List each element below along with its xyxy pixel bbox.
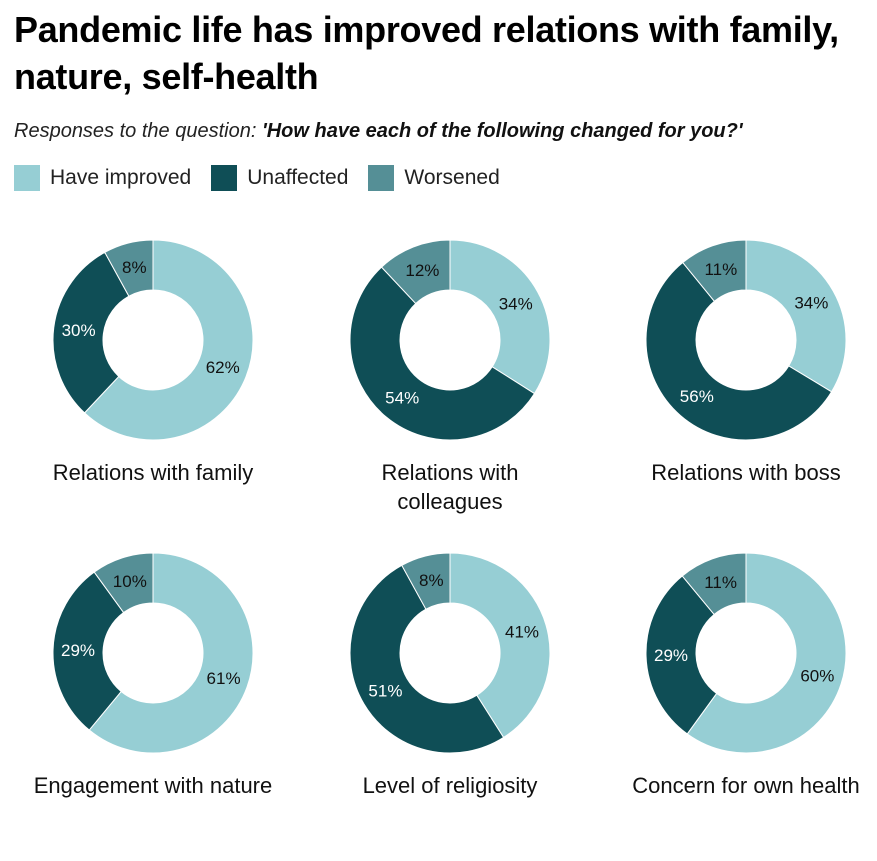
slice-improved bbox=[686, 552, 847, 754]
legend-item-unaffected: Unaffected bbox=[211, 165, 348, 191]
legend-label-improved: Have improved bbox=[50, 166, 192, 189]
donut-1: 34% 54% 12% Relations with colleagues bbox=[349, 239, 551, 514]
donut-caption: Relations with bbox=[382, 460, 519, 485]
data-label-worsened: 8% bbox=[122, 258, 147, 277]
slice-unaffected bbox=[52, 571, 125, 731]
legend-label-unaffected: Unaffected bbox=[247, 166, 349, 189]
slice-unaffected bbox=[349, 564, 505, 754]
donut-3: 61% 29% 10% Engagement with nature bbox=[34, 552, 273, 798]
legend-label-worsened: Worsened bbox=[404, 166, 500, 189]
donut-caption: Engagement with nature bbox=[34, 773, 273, 798]
slice-worsened bbox=[681, 552, 747, 616]
data-label-unaffected: 54% bbox=[385, 388, 419, 407]
slice-improved bbox=[449, 239, 551, 395]
data-label-improved: 34% bbox=[499, 294, 533, 313]
donut-2: 34% 56% 11% Relations with boss bbox=[645, 239, 847, 485]
legend-swatch-unaffected bbox=[211, 165, 238, 191]
donut-caption: colleagues bbox=[397, 489, 502, 514]
legend-swatch-improved bbox=[14, 165, 40, 191]
data-label-worsened: 11% bbox=[704, 260, 737, 279]
subtitle-question: 'How have each of the following changed … bbox=[261, 120, 743, 142]
slice-improved bbox=[88, 552, 254, 754]
data-label-worsened: 8% bbox=[419, 571, 444, 590]
chart-subtitle: Responses to the question: 'How have eac… bbox=[14, 118, 874, 144]
data-label-improved: 34% bbox=[794, 294, 828, 313]
data-label-unaffected: 30% bbox=[62, 321, 96, 340]
legend: Have improved Unaffected Worsened bbox=[14, 164, 520, 192]
slice-improved bbox=[83, 239, 254, 441]
data-label-worsened: 11% bbox=[704, 573, 737, 592]
data-label-worsened: 12% bbox=[405, 261, 439, 280]
donut-caption: Relations with boss bbox=[651, 460, 841, 485]
donut-4: 41% 51% 8% Level of religiosity bbox=[349, 552, 551, 798]
data-label-improved: 41% bbox=[505, 623, 539, 642]
data-label-worsened: 10% bbox=[113, 572, 147, 591]
subtitle-prefix: Responses to the question: bbox=[14, 120, 262, 142]
slice-unaffected bbox=[349, 266, 536, 441]
chart-title: Pandemic life has improved relations wit… bbox=[14, 9, 839, 97]
slice-improved bbox=[449, 552, 551, 739]
data-label-improved: 62% bbox=[206, 358, 240, 377]
legend-item-worsened: Worsened bbox=[368, 165, 500, 191]
slice-worsened bbox=[104, 239, 154, 297]
data-label-improved: 61% bbox=[207, 669, 241, 688]
slice-unaffected bbox=[645, 261, 833, 441]
legend-item-improved: Have improved bbox=[14, 165, 191, 191]
data-label-unaffected: 51% bbox=[368, 682, 402, 701]
slice-unaffected bbox=[52, 251, 130, 414]
donut-0: 62% 30% 8% Relations with family bbox=[52, 239, 254, 485]
donut-caption: Relations with family bbox=[53, 460, 254, 485]
donut-caption: Level of religiosity bbox=[363, 773, 538, 798]
legend-swatch-worsened bbox=[368, 165, 395, 191]
slice-worsened bbox=[380, 239, 451, 305]
slice-improved bbox=[745, 239, 847, 393]
slice-unaffected bbox=[645, 575, 718, 735]
data-label-unaffected: 29% bbox=[654, 646, 688, 665]
slice-worsened bbox=[682, 239, 747, 302]
donut-caption: Concern for own health bbox=[632, 773, 859, 798]
slice-worsened bbox=[401, 552, 451, 610]
donut-5: 60% 29% 11% Concern for own health bbox=[632, 552, 860, 798]
slice-worsened bbox=[93, 552, 154, 614]
data-label-unaffected: 29% bbox=[61, 641, 95, 660]
data-label-improved: 60% bbox=[800, 667, 834, 686]
data-label-unaffected: 56% bbox=[680, 387, 714, 406]
